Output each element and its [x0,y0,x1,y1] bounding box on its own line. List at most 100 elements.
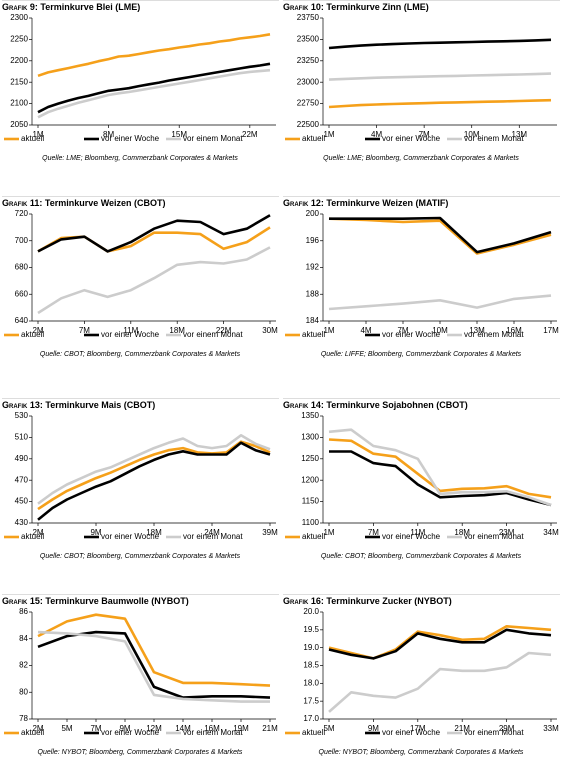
series-line [328,72,552,81]
x-tick-label: 13M [469,326,485,335]
title-label: Grafik 9: [2,2,38,12]
source-note: Quelle: CBOT; Bloomberg, Commerzbank Cor… [40,351,241,358]
title-text: Terminkurve Sojabohnen (CBOT) [326,400,467,410]
legend-label: vor einer Woche [101,532,160,541]
chart-title: Grafik 15: Terminkurve Baumwolle (NYBOT) [2,596,189,606]
chart-title: Grafik 16: Terminkurve Zucker (NYBOT) [283,596,452,606]
y-tick-label: 640 [15,316,29,325]
x-tick-label: 1M [323,326,334,335]
legend-label: vor einem Monat [464,330,524,339]
y-tick-label: 510 [15,433,29,442]
title-label: Grafik 15: [2,596,43,606]
y-tick-label: 1300 [301,433,319,442]
legend-label: vor einem Monat [183,532,243,541]
y-tick-label: 720 [15,209,29,218]
y-tick-label: 22500 [297,120,320,129]
x-tick-label: 10M [432,326,448,335]
series-line [37,68,271,119]
y-tick-label: 200 [306,209,320,218]
x-tick-label: 5M [323,724,334,733]
title-text: Terminkurve Zinn (LME) [326,2,428,12]
x-tick-label: 7M [90,724,101,733]
title-text: Terminkurve Mais (CBOT) [45,400,155,410]
x-tick-label: 12M [146,724,162,733]
y-tick-label: 86 [19,607,28,616]
x-tick-label: 4M [371,130,382,139]
x-tick-label: 10M [464,130,480,139]
x-tick-label: 18M [454,528,470,537]
x-tick-label: 9M [90,528,101,537]
x-tick-label: 19M [233,724,249,733]
series-line [328,217,552,255]
x-tick-label: 23M [499,528,515,537]
title-text: Terminkurve Blei (LME) [40,2,140,12]
series-line [328,628,552,660]
y-tick-label: 188 [306,289,320,298]
title-text: Terminkurve Baumwolle (NYBOT) [45,596,188,606]
y-tick-label: 1350 [301,411,319,420]
series-line [328,98,552,109]
legend-label: vor einer Woche [101,134,160,143]
chart-title: Grafik 13: Terminkurve Mais (CBOT) [2,400,155,410]
title-text: Terminkurve Weizen (CBOT) [45,198,166,208]
legend-label: aktuell [302,134,325,143]
y-tick-label: 490 [15,454,29,463]
series-line [37,214,271,253]
source-note: Quelle: NYBOT; Bloomberg, Commerzbank Co… [319,749,524,756]
x-tick-label: 21M [454,724,470,733]
title-label: Grafik 14: [283,400,324,410]
source-note: Quelle: CBOT; Bloomberg, Commerzbank Cor… [321,553,522,560]
y-tick-label: 680 [15,263,29,272]
x-tick-label: 16M [204,724,220,733]
legend-label: aktuell [302,728,325,737]
y-tick-label: 2100 [10,99,28,108]
legend-label: vor einer Woche [101,728,160,737]
y-tick-label: 23750 [297,13,320,22]
y-tick-label: 700 [15,236,29,245]
series-line [37,62,271,114]
chart-title: Grafik 9: Terminkurve Blei (LME) [2,2,140,12]
source-note: Quelle: NYBOT; Bloomberg, Commerzbank Co… [38,749,243,756]
legend-label: aktuell [302,532,325,541]
y-tick-label: 1100 [302,518,320,527]
x-tick-label: 24M [204,528,220,537]
source-note: Quelle: CBOT; Bloomberg, Commerzbank Cor… [40,553,241,560]
x-tick-label: 7M [368,528,379,537]
series-line [329,216,552,254]
series-line [37,630,270,703]
y-tick-label: 80 [19,687,28,696]
x-tick-label: 2M [32,724,43,733]
x-tick-label: 9M [368,724,379,733]
y-tick-label: 196 [306,236,320,245]
title-label: Grafik 10: [283,2,324,12]
x-tick-label: 4M [360,326,371,335]
x-tick-label: 9M [119,724,130,733]
series-line [37,246,271,315]
y-tick-label: 530 [15,411,29,420]
series-line [37,434,271,505]
legend-label: aktuell [21,134,44,143]
legend-label: vor einem Monat [464,728,524,737]
x-tick-label: 21M [262,724,278,733]
y-tick-label: 430 [15,518,29,527]
y-tick-label: 18.0 [303,678,319,687]
y-tick-label: 20.0 [303,607,319,616]
y-tick-label: 82 [19,661,28,670]
x-tick-label: 30M [262,326,278,335]
x-tick-label: 15M [171,130,187,139]
y-tick-label: 84 [19,634,28,643]
x-tick-label: 29M [499,724,515,733]
series-line [328,438,552,499]
x-tick-label: 2M [32,528,43,537]
x-tick-label: 7M [419,130,430,139]
series-line [328,294,552,311]
x-tick-label: 7M [79,326,90,335]
x-tick-label: 18M [146,528,162,537]
x-tick-label: 7M [397,326,408,335]
y-tick-label: 2250 [10,35,28,44]
source-note: Quelle: LME; Bloomberg, Commerzbank Corp… [323,155,519,162]
title-label: Grafik 13: [2,400,43,410]
y-tick-label: 660 [15,289,29,298]
y-tick-label: 2050 [10,120,28,129]
